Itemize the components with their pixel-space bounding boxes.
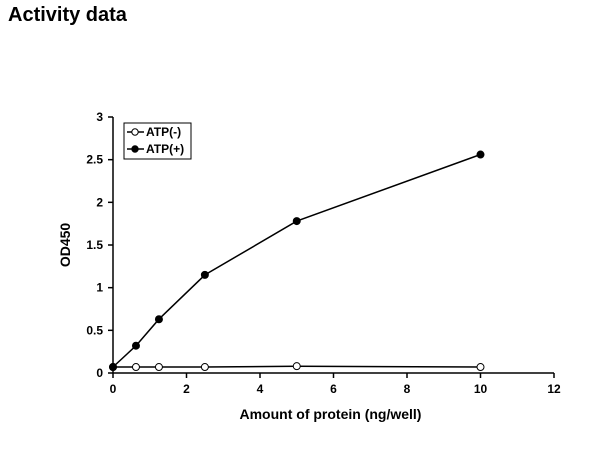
data-point	[131, 363, 140, 372]
y-tick-label: 1	[96, 281, 103, 295]
page-title: Activity data	[8, 4, 127, 26]
y-tick-label: 0.5	[86, 323, 103, 337]
x-tick-label: 12	[547, 382, 561, 396]
x-tick-label: 2	[183, 382, 190, 396]
x-tick-label: 0	[110, 382, 117, 396]
data-point	[154, 315, 163, 324]
data-point	[292, 217, 301, 226]
y-tick-label: 2.5	[86, 153, 103, 167]
series-0	[109, 362, 485, 372]
y-tick-label: 2	[96, 195, 103, 209]
legend-marker	[131, 145, 139, 153]
data-point	[200, 270, 209, 279]
legend-label: ATP(-)	[146, 125, 181, 139]
chart-series	[109, 150, 485, 372]
data-point	[154, 363, 163, 372]
series-1	[109, 150, 485, 372]
x-axis-title: Amount of protein (ng/well)	[240, 406, 422, 422]
x-tick-label: 6	[330, 382, 337, 396]
y-tick-label: 3	[96, 110, 103, 124]
legend-marker	[131, 128, 139, 136]
data-point	[476, 150, 485, 159]
y-tick-label: 0	[96, 366, 103, 380]
legend-label: ATP(+)	[146, 142, 184, 156]
chart-legend: ATP(-) ATP(+)	[123, 122, 192, 160]
data-point	[131, 341, 140, 350]
data-point	[109, 363, 117, 372]
x-tick-label: 10	[474, 382, 488, 396]
data-point	[200, 363, 209, 372]
x-tick-label: 8	[404, 382, 411, 396]
x-tick-label: 4	[257, 382, 264, 396]
data-point	[292, 362, 301, 371]
y-tick-label: 1.5	[86, 238, 103, 252]
data-point	[476, 363, 485, 372]
series-line	[112, 153, 481, 368]
y-axis-title: OD450	[57, 223, 73, 268]
chart-axes: 0 0.5 1 1.5 2 2.5 3 0 2 4 6 8 10 12	[86, 110, 561, 396]
